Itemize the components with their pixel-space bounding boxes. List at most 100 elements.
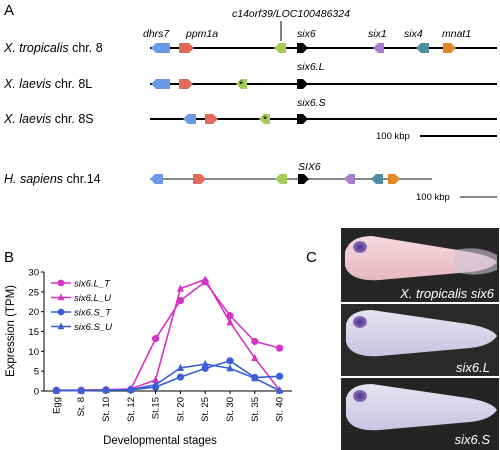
data-point: [57, 308, 65, 316]
scale-bar-label-human: 100 kbp: [416, 192, 450, 203]
gene-arrow-dhrs7: [151, 79, 170, 89]
gene-arrow-ppm1a: [179, 79, 193, 89]
data-point: [251, 337, 259, 346]
photo-x-tropicalis-six6: X. tropicalis six6: [341, 228, 499, 302]
tadpole-body: [346, 384, 497, 431]
data-point: [276, 372, 284, 380]
data-point: [176, 296, 184, 305]
data-point: [176, 373, 184, 381]
gene-arrow-mnat1: [388, 174, 400, 184]
tadpole-body: [346, 310, 497, 357]
gene-arrow-c14orf39: [275, 174, 287, 184]
eye-stain: [353, 390, 367, 402]
data-point: [152, 380, 160, 388]
gene-arrow-c14orf39-pseudo: [259, 114, 270, 124]
y-tick-label: 15: [28, 327, 39, 338]
gene-label-dhrs7: dhrs7: [143, 28, 170, 40]
gene-label-six4: six4: [404, 28, 423, 40]
data-point: [102, 386, 110, 394]
tadpole-tail-fin: [455, 248, 497, 275]
gene-label-SIX6: SIX6: [298, 161, 321, 173]
gene-arrow-six4: [416, 43, 429, 53]
row3-genes: *: [183, 114, 308, 126]
gene-arrow-six6: [297, 43, 308, 53]
gene-label-six1: six1: [368, 28, 387, 40]
data-point: [226, 357, 234, 365]
gene-label-six6: six6: [297, 28, 316, 40]
gene-arrow-six6: [297, 114, 308, 124]
data-point: [152, 335, 160, 343]
data-point: [226, 318, 234, 326]
y-axis: 0 5 10 15 20 25 30: [28, 268, 44, 398]
y-tick-label: 5: [34, 367, 39, 378]
gene-arrow-six1: [344, 174, 355, 184]
legend-item: six6.L_U: [51, 293, 111, 304]
data-point: [276, 344, 284, 352]
y-axis-title: Expression (TPM): [5, 285, 17, 377]
row1-species-label: X. tropicalis chr. 8: [3, 41, 103, 55]
gene-arrow-six6: [298, 174, 309, 184]
data-point: [57, 293, 65, 301]
legend-label: six6.S_U: [74, 322, 112, 333]
data-point: [251, 353, 259, 362]
x-tick-label: St. 8: [76, 397, 87, 417]
legend: six6.L_T six6.L_U six6.S_T six6.S_U: [51, 279, 112, 333]
photo-label-3: six6.S: [455, 432, 491, 447]
data-point: [152, 375, 160, 383]
gene-label-ppm1a: ppm1a: [185, 28, 218, 40]
gene-label-c14orf39: c14orf39/LOC100486324: [232, 8, 350, 20]
data-point: [201, 359, 209, 368]
legend-item: six6.S_T: [51, 308, 112, 319]
panel-c-in-situ-photos: C X. tropicalis six6 six6.L six6.S: [306, 228, 499, 450]
legend-label: six6.L_T: [74, 279, 111, 290]
y-tick-label: 25: [28, 287, 39, 298]
y-tick-label: 30: [28, 268, 39, 279]
gene-arrow-dhrs7: [183, 114, 196, 124]
photo-six6-S: six6.S: [341, 378, 499, 450]
series-six6-s-u: [52, 359, 284, 394]
data-point: [201, 275, 209, 283]
y-tick-label: 20: [28, 307, 39, 318]
data-point: [127, 385, 135, 393]
gene-arrow-six6: [297, 79, 308, 89]
gene-arrow-ppm1a: [179, 43, 194, 53]
data-point: [276, 386, 284, 394]
eye-stain: [353, 241, 367, 253]
data-point: [176, 284, 184, 292]
x-tick-label: St. 30: [225, 397, 236, 422]
x-tick-label: St.15: [151, 397, 162, 419]
panel-letter-a: A: [4, 2, 14, 19]
panel-a-synteny: A dhrs7 ppm1a c14orf39/LOC100486324 six6…: [3, 2, 497, 203]
scale-bar-label-xenopus: 100 kbp: [376, 131, 410, 142]
data-point: [226, 312, 234, 320]
plot-area: [52, 275, 284, 395]
x-tick-label: St. 35: [250, 397, 261, 422]
photo-label-2: six6.L: [456, 360, 490, 375]
legend-label: six6.L_U: [74, 293, 111, 304]
gene-arrow-c14orf39-pseudo: [236, 79, 247, 89]
data-point: [251, 374, 259, 382]
x-axis: Egg St. 8 St. 10 St. 12 St.15 St. 20 St. 25 St.…: [51, 391, 286, 422]
legend-item: six6.L_T: [51, 279, 111, 290]
data-point: [176, 363, 184, 371]
x-tick-label: St. 10: [101, 397, 112, 422]
y-tick-label: 10: [28, 347, 39, 358]
photo-label-1: X. tropicalis six6: [399, 286, 495, 301]
eye-stain: [353, 316, 367, 328]
legend-label: six6.S_T: [74, 308, 112, 319]
row2-genes: *: [151, 79, 308, 91]
x-tick-label: St. 40: [275, 397, 286, 422]
x-tick-label: St. 25: [200, 397, 211, 422]
gene-arrow-ppm1a: [205, 114, 218, 124]
gene-label-mnat1: mnat1: [442, 28, 471, 40]
photo-six6-L: six6.L: [341, 304, 499, 376]
x-tick-label: St. 12: [126, 397, 137, 422]
x-tick-label: Egg: [51, 397, 62, 414]
row3-species-label: X. laevis chr. 8S: [3, 112, 94, 126]
panel-letter-b: B: [4, 249, 14, 266]
row4-genes: [150, 174, 400, 184]
legend-item: six6.S_U: [51, 322, 112, 333]
panel-b-expression-chart: B Expression (TPM) Developmental stages …: [4, 249, 292, 447]
x-axis-title: Developmental stages: [103, 435, 217, 447]
